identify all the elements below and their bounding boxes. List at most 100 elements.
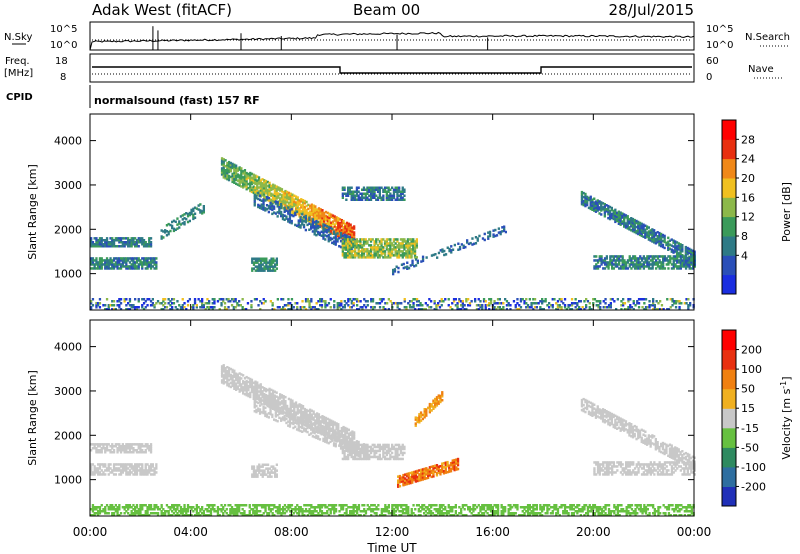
power-cell bbox=[116, 245, 119, 248]
power-cell bbox=[333, 306, 336, 309]
power-cell bbox=[114, 263, 117, 266]
power-cell bbox=[240, 181, 243, 184]
velocity-cell bbox=[340, 431, 343, 434]
velocity-cell bbox=[220, 379, 224, 382]
power-cell bbox=[252, 177, 255, 181]
power-cell bbox=[204, 302, 207, 305]
power-cell bbox=[268, 265, 271, 268]
power-cell bbox=[670, 267, 674, 270]
velocity-cell bbox=[231, 374, 234, 378]
power-cell bbox=[591, 200, 594, 203]
power-cell bbox=[621, 255, 624, 258]
power-cell bbox=[685, 302, 688, 305]
power-cell bbox=[201, 302, 204, 305]
power-cell bbox=[383, 250, 387, 253]
velocity-cell bbox=[252, 395, 255, 398]
velocity-cell bbox=[274, 473, 277, 476]
velocity-cell bbox=[102, 465, 105, 468]
power-cell bbox=[594, 200, 598, 203]
power-cell bbox=[256, 259, 259, 262]
power-cell bbox=[376, 252, 380, 255]
power-cell bbox=[118, 241, 121, 244]
velocity-cell bbox=[383, 447, 387, 451]
power-cell bbox=[693, 261, 696, 264]
velocity-cell bbox=[128, 443, 132, 446]
velocity-cell bbox=[399, 457, 403, 461]
nave-label: Nave bbox=[748, 64, 774, 75]
velocity-cell bbox=[100, 447, 103, 450]
velocity-cell bbox=[297, 425, 300, 428]
power-cell bbox=[641, 306, 644, 309]
power-cell bbox=[674, 265, 677, 268]
power-cell bbox=[104, 241, 107, 244]
power-cell bbox=[329, 232, 332, 236]
power-cell bbox=[655, 261, 658, 264]
power-cell bbox=[612, 217, 615, 221]
velocity-cell bbox=[125, 451, 128, 454]
velocity-cell bbox=[98, 445, 102, 448]
power-cell bbox=[423, 308, 426, 311]
power-cell bbox=[370, 306, 373, 309]
velocity-cell bbox=[222, 380, 225, 383]
power-cell bbox=[611, 298, 614, 301]
velocity-cell bbox=[362, 445, 366, 449]
power-cell bbox=[396, 304, 399, 307]
power-cell bbox=[261, 269, 264, 272]
power-cell bbox=[364, 300, 368, 303]
power-cell bbox=[499, 232, 502, 236]
power-cell bbox=[249, 175, 252, 179]
power-cell bbox=[224, 159, 227, 162]
velocity-cell bbox=[144, 467, 147, 470]
power-cell bbox=[309, 210, 312, 214]
power-cell bbox=[609, 255, 612, 258]
power-cell bbox=[366, 240, 369, 243]
power-cell bbox=[95, 306, 98, 309]
power-cell bbox=[336, 302, 339, 305]
power-cell bbox=[660, 240, 663, 244]
velocity-cell bbox=[252, 469, 256, 472]
power-cell bbox=[324, 306, 327, 309]
velocity-cell bbox=[281, 410, 285, 413]
power-cell bbox=[693, 255, 696, 258]
velocity-cell bbox=[328, 424, 331, 428]
power-cell bbox=[336, 306, 339, 309]
velocity-cell bbox=[276, 405, 279, 409]
velocity-cell bbox=[309, 418, 312, 422]
power-cell bbox=[263, 189, 266, 192]
power-cell bbox=[137, 265, 140, 268]
power-cell bbox=[585, 306, 588, 309]
power-cell bbox=[118, 261, 121, 264]
power-cell bbox=[319, 300, 322, 303]
velocity-cell bbox=[273, 418, 276, 421]
velocity-cell bbox=[397, 485, 400, 488]
power-cell bbox=[109, 237, 112, 240]
velocity-cell bbox=[324, 428, 327, 431]
power-cell bbox=[296, 202, 299, 205]
freq-trace bbox=[92, 66, 692, 74]
power-cell bbox=[312, 208, 315, 211]
power-cell bbox=[296, 308, 299, 311]
power-cell bbox=[287, 206, 290, 209]
velocity-cell bbox=[222, 382, 225, 385]
velocity-cell bbox=[227, 368, 231, 372]
velocity-cell bbox=[259, 393, 262, 396]
power-cell bbox=[537, 302, 540, 305]
velocity-cell bbox=[303, 411, 306, 415]
power-cell bbox=[368, 188, 371, 191]
power-cell bbox=[303, 207, 306, 211]
power-cell bbox=[294, 203, 298, 206]
power-cell bbox=[391, 250, 394, 253]
power-cell bbox=[605, 210, 608, 213]
power-cell bbox=[286, 204, 289, 208]
velocity-cell bbox=[397, 475, 400, 478]
velocity-cell bbox=[100, 451, 103, 454]
velocity-cell bbox=[141, 463, 144, 466]
power-cell bbox=[444, 298, 447, 301]
power-cell bbox=[385, 198, 388, 201]
velocity-cell bbox=[332, 436, 336, 439]
power-cell bbox=[287, 195, 291, 199]
power-cell bbox=[394, 248, 397, 251]
velocity-cell bbox=[401, 453, 404, 457]
power-cell bbox=[134, 306, 137, 309]
